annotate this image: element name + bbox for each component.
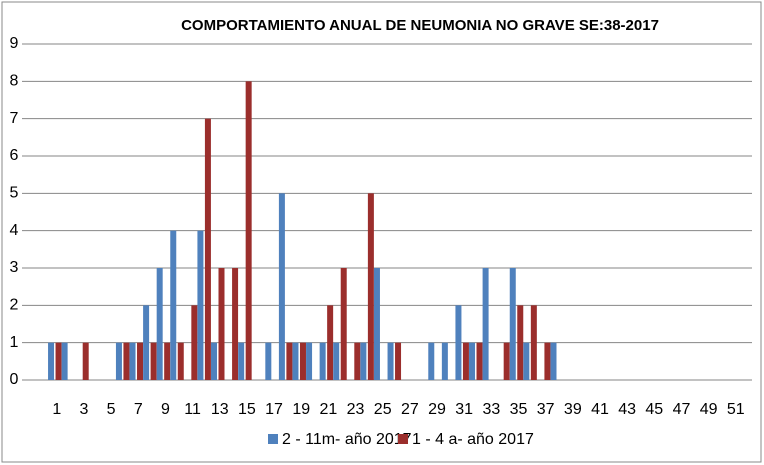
bar <box>211 342 217 380</box>
bar <box>115 342 122 380</box>
bar <box>462 342 469 380</box>
legend-label: 1 - 4 a- año 2017 <box>412 431 534 448</box>
bar <box>48 342 55 380</box>
bar <box>503 342 510 380</box>
x-tick-label: 3 <box>79 401 88 418</box>
bar <box>517 305 524 380</box>
y-tick-label: 0 <box>10 371 19 388</box>
x-tick-label: 23 <box>347 401 365 418</box>
y-tick-label: 3 <box>10 259 19 276</box>
bar <box>245 81 252 380</box>
x-tick-label: 11 <box>184 401 201 418</box>
x-tick-label: 13 <box>211 401 229 418</box>
legend-swatch <box>398 434 408 444</box>
bar <box>55 342 62 380</box>
x-tick-label: 45 <box>645 401 663 418</box>
y-tick-label: 1 <box>10 334 19 351</box>
bar <box>340 268 347 380</box>
bar <box>143 305 150 380</box>
bar <box>129 342 136 380</box>
x-tick-label: 21 <box>319 401 337 418</box>
bar <box>395 342 402 380</box>
bar <box>530 305 537 380</box>
x-tick-label: 49 <box>700 401 718 418</box>
bar <box>367 193 374 380</box>
bar <box>61 342 68 380</box>
y-tick-label: 5 <box>10 185 19 202</box>
bar <box>327 305 334 380</box>
x-tick-label: 5 <box>107 401 116 418</box>
bar <box>299 342 306 380</box>
bar <box>360 342 367 380</box>
bar <box>177 342 184 380</box>
bar <box>156 268 163 380</box>
x-tick-label: 37 <box>537 401 555 418</box>
bar <box>232 268 239 380</box>
bar <box>333 342 340 380</box>
legend-label: 2 - 11m- año 2017 <box>282 431 412 448</box>
x-tick-label: 33 <box>482 401 500 418</box>
x-tick-label: 25 <box>374 401 392 418</box>
x-tick-label: 17 <box>265 401 283 418</box>
bar <box>428 342 435 380</box>
x-tick-label: 35 <box>510 401 528 418</box>
x-tick-label: 1 <box>52 401 61 418</box>
bar <box>509 268 516 380</box>
bar <box>441 342 448 380</box>
bar <box>265 342 272 380</box>
chart-title: COMPORTAMIENTO ANUAL DE NEUMONIA NO GRAV… <box>181 17 659 34</box>
bar <box>292 342 299 380</box>
bar <box>523 342 530 380</box>
bar <box>238 342 245 380</box>
bar <box>197 230 204 380</box>
x-tick-label: 47 <box>673 401 691 418</box>
bar <box>387 342 394 380</box>
bar <box>354 342 361 380</box>
bar <box>469 342 476 380</box>
x-tick-label: 39 <box>564 401 582 418</box>
bar <box>476 342 483 380</box>
bar <box>137 342 144 380</box>
bar <box>286 342 293 380</box>
y-tick-label: 2 <box>10 297 19 314</box>
bar <box>544 342 551 380</box>
x-tick-label: 9 <box>161 401 170 418</box>
x-tick-label: 29 <box>428 401 446 418</box>
bar <box>218 268 225 380</box>
x-tick-label: 19 <box>292 401 310 418</box>
bar <box>123 342 130 380</box>
y-tick-label: 9 <box>10 35 19 52</box>
x-tick-label: 31 <box>455 401 473 418</box>
bar <box>82 342 89 380</box>
bar <box>319 342 326 380</box>
x-tick-label: 27 <box>401 401 419 418</box>
bar <box>306 342 313 380</box>
bar <box>170 230 177 380</box>
bar <box>204 118 211 381</box>
y-tick-label: 8 <box>10 73 19 90</box>
bar <box>278 193 285 380</box>
legend-swatch <box>268 434 278 444</box>
bar <box>164 342 171 380</box>
bar <box>455 305 462 380</box>
y-tick-label: 4 <box>10 222 19 239</box>
bar <box>373 268 380 380</box>
bar <box>550 342 557 380</box>
x-tick-label: 41 <box>591 401 609 418</box>
y-tick-label: 7 <box>10 110 19 127</box>
x-tick-label: 43 <box>618 401 636 418</box>
x-tick-label: 7 <box>134 401 143 418</box>
bar <box>191 305 198 380</box>
y-tick-label: 6 <box>10 147 19 164</box>
bar <box>150 342 157 380</box>
x-tick-label: 51 <box>727 401 745 418</box>
x-tick-label: 15 <box>238 401 256 418</box>
bar <box>482 268 489 380</box>
